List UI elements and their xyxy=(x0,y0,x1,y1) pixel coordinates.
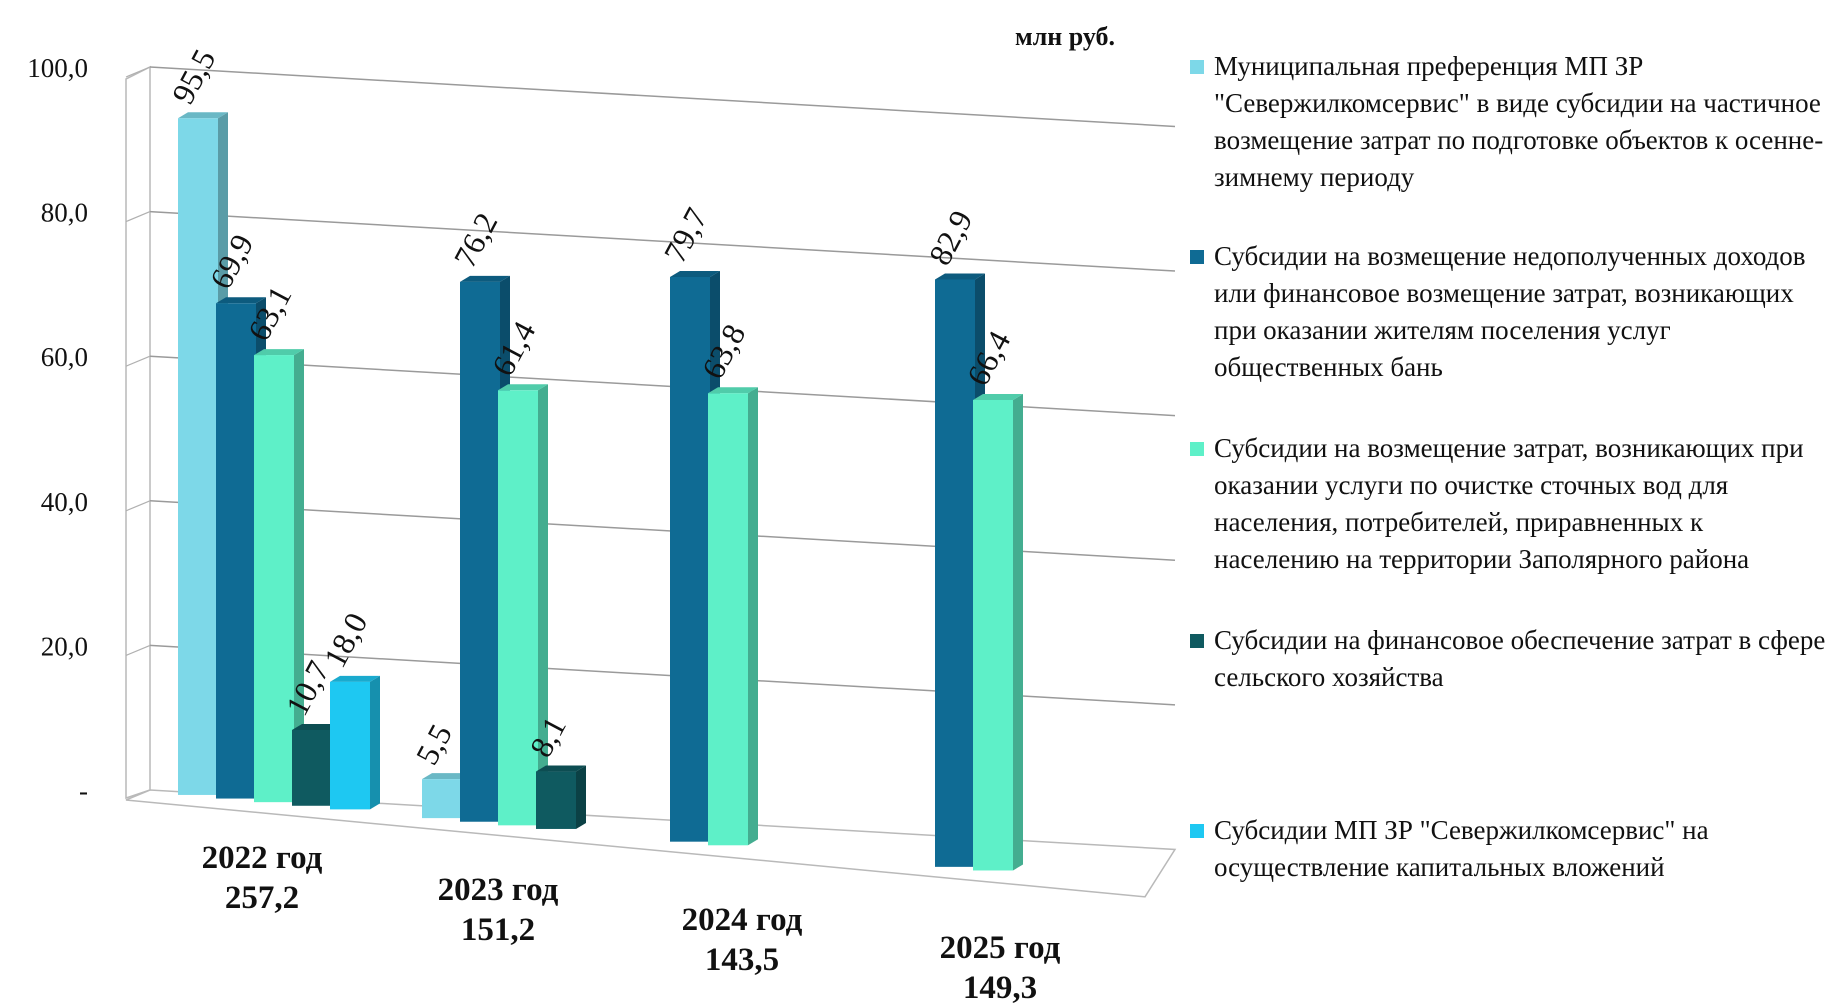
bar-1-2 xyxy=(498,384,548,826)
y-tick-label-4: 80,0 xyxy=(41,198,88,228)
gridline-side-2 xyxy=(125,500,151,512)
legend-swatch-1 xyxy=(1190,60,1204,74)
bar-top xyxy=(178,112,228,119)
gridline-side-4 xyxy=(125,211,151,223)
category-total-2: 143,5 xyxy=(705,942,779,978)
bar-top xyxy=(708,387,758,394)
bar-front xyxy=(935,279,975,867)
bar-side xyxy=(1013,393,1023,871)
bar-front xyxy=(460,281,500,822)
category-label-3: 2025 год xyxy=(940,930,1061,966)
legend-swatch-3 xyxy=(1190,442,1204,456)
category-total-1: 151,2 xyxy=(461,912,535,948)
data-label-1-0: 5,5 xyxy=(408,718,459,770)
legend-swatch-5 xyxy=(1190,824,1204,838)
legend-label-4: Субсидии на финансовое обеспечение затра… xyxy=(1214,625,1826,692)
legend-swatch-4 xyxy=(1190,634,1204,648)
bar-0-4 xyxy=(330,675,380,810)
y-tick-label-2: 40,0 xyxy=(41,487,88,517)
bar-front xyxy=(254,355,294,803)
bar-side xyxy=(294,349,304,803)
bar-side xyxy=(748,387,758,846)
bar-0-2 xyxy=(254,349,304,803)
bar-3-2 xyxy=(973,393,1023,871)
gridline-5 xyxy=(149,66,1176,128)
gridline-side-3 xyxy=(125,355,151,367)
bar-front xyxy=(422,779,462,819)
bar-front xyxy=(292,729,332,806)
y-tick-label-1: 20,0 xyxy=(41,631,88,661)
category-total-0: 257,2 xyxy=(225,880,299,916)
bar-front xyxy=(708,393,748,846)
y-tick-label-5: 100,0 xyxy=(27,53,88,83)
data-label-0-4: 18,0 xyxy=(316,607,374,673)
bar-top xyxy=(216,297,266,304)
legend-label-5: Субсидии МП ЗР "Севержилкомсервис" на ос… xyxy=(1214,815,1709,882)
legend-item-3: Субсидии на возмещение затрат, возникающ… xyxy=(1190,430,1830,578)
data-label-0-0: 95,5 xyxy=(164,43,222,109)
left-wall xyxy=(125,65,151,800)
y-tick-label-0: - xyxy=(79,776,88,806)
bar-top xyxy=(536,765,586,772)
category-label-1: 2023 год xyxy=(438,872,559,908)
legend-label-2: Субсидии на возмещение недополученных до… xyxy=(1214,241,1806,382)
y-tick-label-3: 60,0 xyxy=(41,342,88,372)
gridline-side-1 xyxy=(125,644,151,656)
bar-front xyxy=(670,276,710,842)
bar-top xyxy=(254,349,304,356)
bar-front xyxy=(498,390,538,826)
category-label-0: 2022 год xyxy=(202,840,323,876)
legend-label-3: Субсидии на возмещение затрат, возникающ… xyxy=(1214,433,1804,574)
bar-top xyxy=(330,675,380,682)
chart-floor xyxy=(125,789,1177,898)
bar-front xyxy=(216,303,256,799)
bar-1-3 xyxy=(536,765,586,829)
bar-top xyxy=(498,384,548,391)
bar-top xyxy=(460,275,510,282)
data-label-2-1: 79,7 xyxy=(656,202,714,268)
bar-side xyxy=(370,675,380,810)
bar-front xyxy=(178,118,218,795)
data-label-1-1: 76,2 xyxy=(446,207,504,273)
gridline-side-5 xyxy=(125,66,151,78)
bar-front xyxy=(973,399,1013,871)
bar-top xyxy=(935,273,985,280)
category-total-3: 149,3 xyxy=(963,970,1037,1006)
gridline-4 xyxy=(149,210,1176,272)
legend-item-4: Субсидии на финансовое обеспечение затра… xyxy=(1190,622,1830,696)
bar-top xyxy=(973,393,1023,400)
bar-front xyxy=(536,771,576,829)
legend-label-1: Муниципальная преференция МП ЗР "Севержи… xyxy=(1214,51,1824,192)
bar-side xyxy=(538,384,548,826)
legend-item-2: Субсидии на возмещение недополученных до… xyxy=(1190,238,1830,386)
bar-top xyxy=(670,270,720,277)
data-label-3-1: 82,9 xyxy=(921,204,979,270)
category-label-2: 2024 год xyxy=(682,902,803,938)
bar-2-2 xyxy=(708,387,758,846)
legend-swatch-2 xyxy=(1190,250,1204,264)
bar-side xyxy=(576,765,586,829)
bar-top xyxy=(292,723,342,730)
legend-item-1: Муниципальная преференция МП ЗР "Севержи… xyxy=(1190,48,1830,196)
unit-label: млн руб. xyxy=(1015,22,1116,51)
bar-front xyxy=(330,681,370,810)
legend-item-5: Субсидии МП ЗР "Севержилкомсервис" на ос… xyxy=(1190,812,1830,886)
bar-top xyxy=(422,773,472,780)
